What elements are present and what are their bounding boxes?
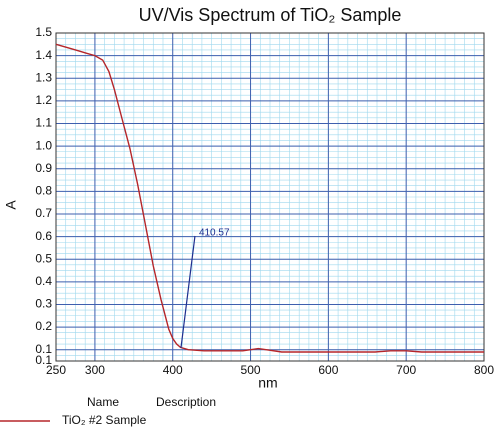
annotation-label: 410.57 — [199, 228, 230, 239]
y-tick-label: 1.3 — [35, 70, 52, 84]
y-axis-label: A — [3, 200, 19, 210]
y-tick-label: 1.5 — [35, 25, 52, 39]
y-tick-label: 0.3 — [35, 297, 52, 311]
chart-title: UV/Vis Spectrum of TiO₂ Sample — [139, 5, 402, 25]
x-tick-label: 400 — [163, 363, 183, 377]
y-tick-label: 0.2 — [35, 319, 52, 333]
y-tick-label: 1.4 — [35, 48, 52, 62]
x-tick-label: 800 — [474, 363, 494, 377]
legend-header: Name — [87, 395, 119, 409]
y-tick-label: 1.0 — [35, 138, 52, 152]
y-tick-label: 0.1 — [35, 353, 52, 367]
x-tick-label: 600 — [318, 363, 338, 377]
plot-frame — [55, 32, 485, 362]
y-tick-label: 0.8 — [35, 184, 52, 198]
x-tick-label: 500 — [241, 363, 261, 377]
x-axis-label: nm — [258, 375, 277, 391]
x-tick-label: 300 — [85, 363, 105, 377]
y-tick-label: 0.4 — [35, 274, 52, 288]
legend-header: Description — [156, 395, 216, 409]
x-tick-label: 250 — [46, 363, 66, 377]
y-tick-label: 1.1 — [35, 116, 52, 130]
y-tick-label: 0.5 — [35, 251, 52, 265]
y-tick-label: 0.1 — [35, 342, 52, 356]
spectrum-line — [55, 43, 484, 353]
annotation-leader — [180, 235, 196, 349]
y-tick-label: 0.7 — [35, 206, 52, 220]
y-tick-label: 0.9 — [35, 161, 52, 175]
legend-label: TiO₂ #2 Sample — [62, 413, 147, 427]
x-tick-label: 700 — [396, 363, 416, 377]
y-tick-label: 0.6 — [35, 229, 52, 243]
y-tick-label: 1.2 — [35, 93, 52, 107]
